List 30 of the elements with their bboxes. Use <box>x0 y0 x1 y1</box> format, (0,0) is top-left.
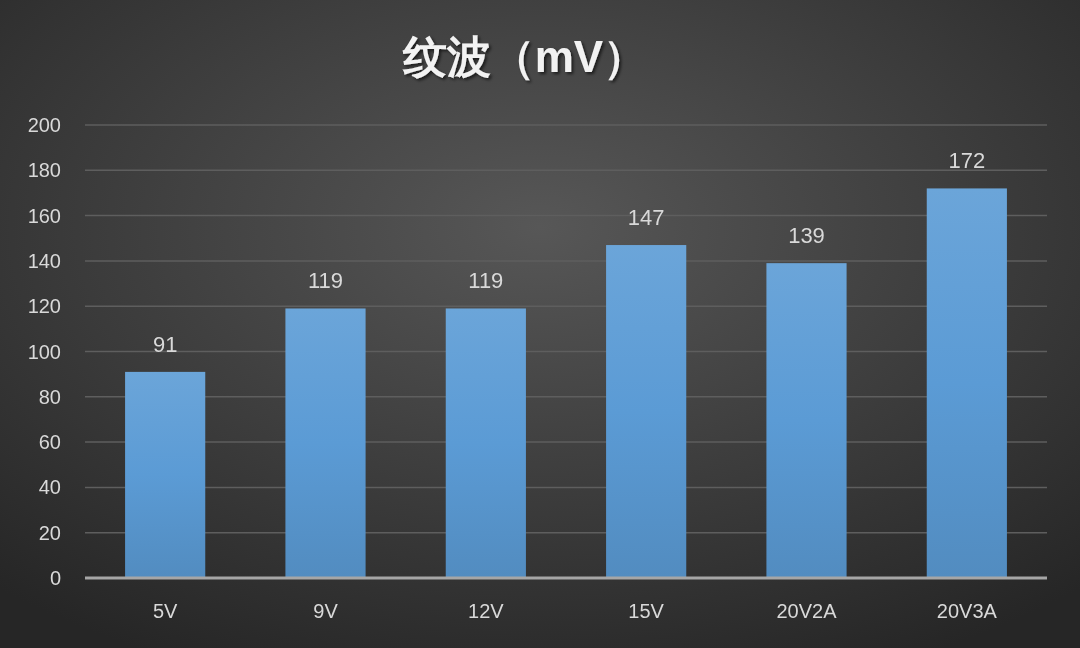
y-tick-label: 20 <box>38 521 61 544</box>
y-tick-label: 60 <box>38 431 61 454</box>
x-tick-label: 9V <box>313 600 339 622</box>
bar <box>445 308 526 578</box>
x-tick-label: 12V <box>468 600 505 622</box>
x-tick-label: 20V2A <box>776 600 838 622</box>
y-tick-label: 80 <box>38 385 61 408</box>
y-tick-label: 160 <box>27 204 61 227</box>
data-label: 147 <box>627 205 665 231</box>
x-tick-label: 20V3A <box>936 600 998 622</box>
y-tick-label: 120 <box>27 295 61 318</box>
bar <box>285 308 366 578</box>
y-tick-label: 200 <box>27 114 61 136</box>
data-label: 119 <box>468 268 504 294</box>
bar <box>766 263 847 578</box>
chart-title: 纹波（mV） <box>401 32 648 81</box>
x-tick-label: 15V <box>628 600 665 622</box>
y-tick-label: 0 <box>49 567 61 589</box>
y-tick-label: 180 <box>27 159 61 182</box>
x-tick-label: 5V <box>152 600 179 622</box>
bar <box>606 245 687 578</box>
data-label: 119 <box>307 268 344 294</box>
data-label: 139 <box>788 223 825 249</box>
y-tick-label: 40 <box>38 476 61 499</box>
y-tick-label: 140 <box>27 249 61 272</box>
data-label: 91 <box>152 331 178 357</box>
bar <box>125 371 206 578</box>
data-label: 172 <box>948 148 986 174</box>
y-tick-label: 100 <box>27 340 61 363</box>
bar <box>926 188 1007 578</box>
